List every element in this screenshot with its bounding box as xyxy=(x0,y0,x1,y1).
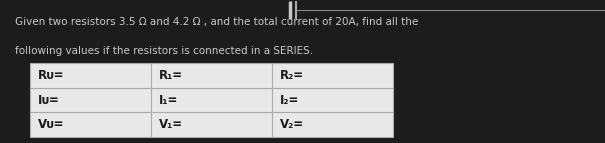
Text: I₁=: I₁= xyxy=(159,94,178,107)
Text: Vᴜ=: Vᴜ= xyxy=(38,118,64,131)
Text: Rᴜ=: Rᴜ= xyxy=(38,69,64,82)
Text: V₂=: V₂= xyxy=(280,118,304,131)
Text: Given two resistors 3.5 Ω and 4.2 Ω , and the total current of 20A, find all the: Given two resistors 3.5 Ω and 4.2 Ω , an… xyxy=(15,17,419,27)
Text: I₂=: I₂= xyxy=(280,94,299,107)
Text: Iᴜ=: Iᴜ= xyxy=(38,94,59,107)
Text: V₁=: V₁= xyxy=(159,118,183,131)
Text: R₁=: R₁= xyxy=(159,69,183,82)
Text: R₂=: R₂= xyxy=(280,69,304,82)
Text: following values if the resistors is connected in a SERIES.: following values if the resistors is con… xyxy=(15,46,313,56)
FancyBboxPatch shape xyxy=(30,63,393,137)
